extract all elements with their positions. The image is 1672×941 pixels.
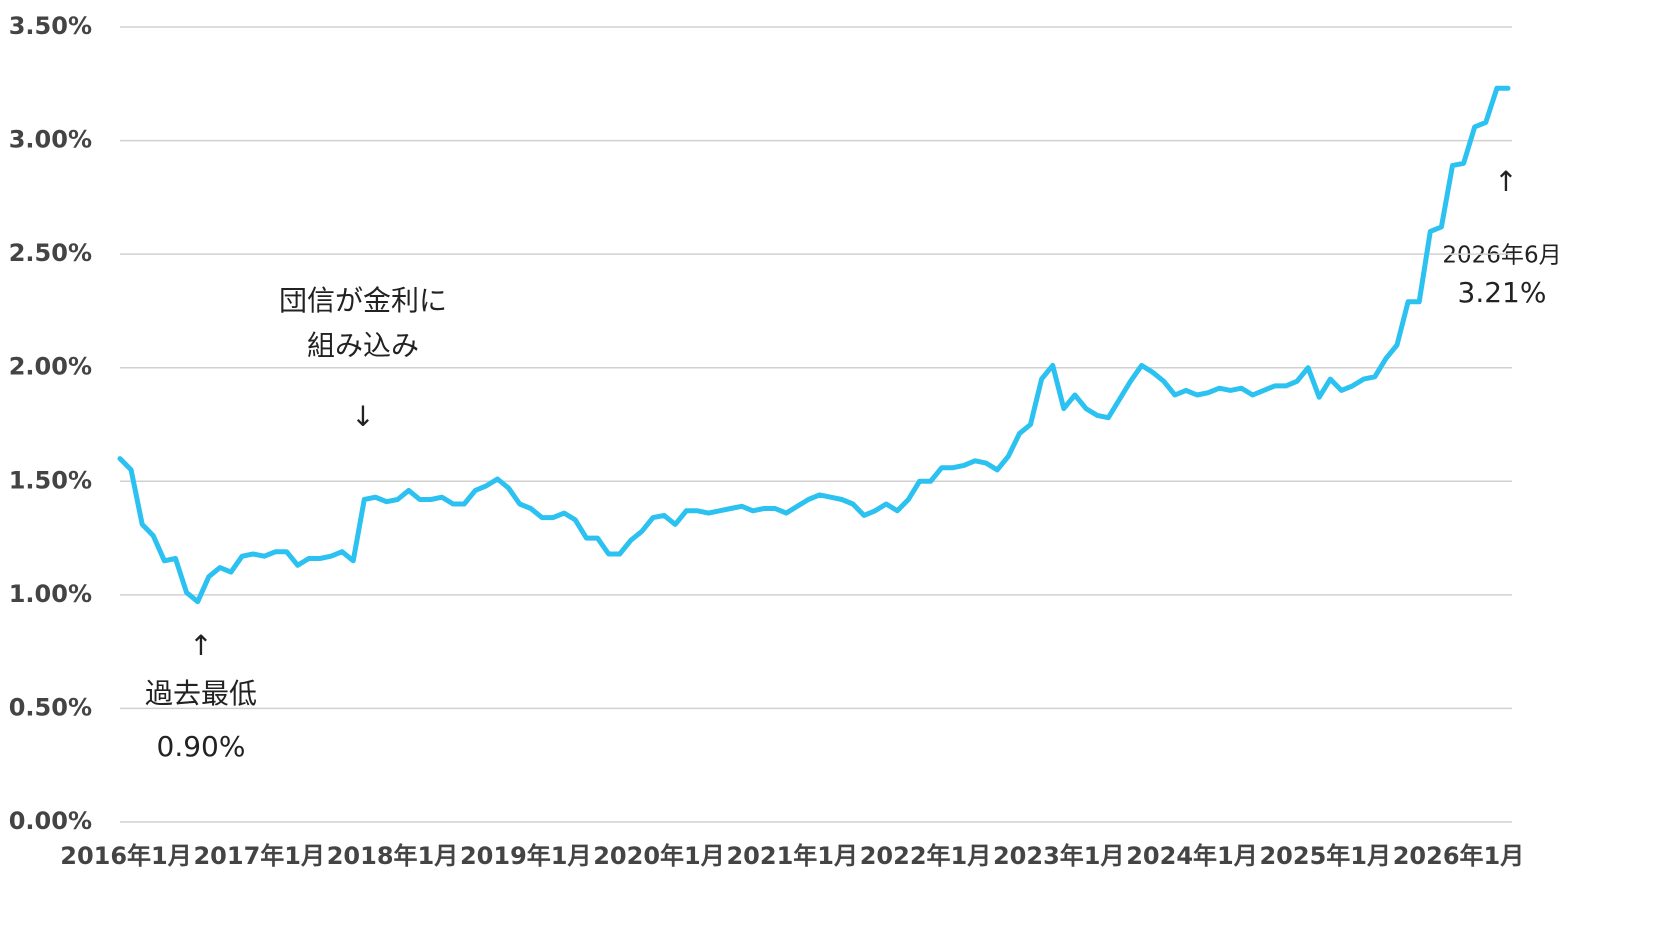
y-tick-label: 2.50% — [9, 239, 92, 267]
x-tick-label: 2017年1月 — [193, 842, 325, 870]
annotation-arrow: ↓ — [351, 400, 374, 433]
y-tick-label: 3.00% — [9, 126, 92, 154]
y-tick-label: 2.00% — [9, 353, 92, 381]
annotation: 組み込み — [307, 329, 419, 362]
x-tick-label: 2024年1月 — [1126, 842, 1258, 870]
annotation: 過去最低 — [145, 677, 257, 710]
annotation: 3.21% — [1458, 276, 1547, 309]
annotation-arrow: ↑ — [189, 629, 212, 662]
x-tick-label: 2025年1月 — [1259, 842, 1391, 870]
x-tick-label: 2026年1月 — [1393, 842, 1525, 870]
annotation: 0.90% — [157, 730, 246, 763]
x-tick-label: 2018年1月 — [327, 842, 459, 870]
x-tick-label: 2020年1月 — [593, 842, 725, 870]
y-tick-label: 3.50% — [9, 12, 92, 40]
x-tick-label: 2022年1月 — [860, 842, 992, 870]
x-tick-label: 2016年1月 — [60, 842, 192, 870]
x-tick-label: 2021年1月 — [726, 842, 858, 870]
y-tick-label: 1.00% — [9, 580, 92, 608]
y-tick-label: 0.00% — [9, 807, 92, 835]
annotation: 団信が金利に — [279, 284, 447, 317]
x-tick-label: 2023年1月 — [993, 842, 1125, 870]
y-tick-label: 1.50% — [9, 466, 92, 494]
annotation: 2026年6月 — [1442, 243, 1561, 269]
x-tick-label: 2019年1月 — [460, 842, 592, 870]
y-tick-label: 0.50% — [9, 693, 92, 721]
annotation-arrow: ↑ — [1494, 165, 1517, 198]
data-line — [117, 85, 1511, 605]
